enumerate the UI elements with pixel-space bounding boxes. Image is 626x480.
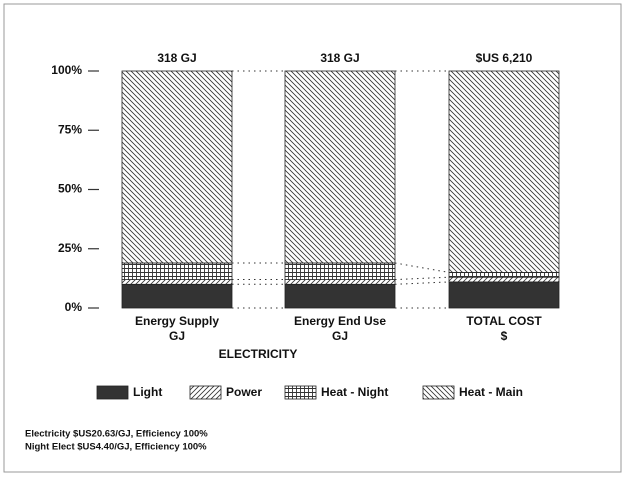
legend-swatch xyxy=(422,385,455,400)
bar-segment xyxy=(448,272,560,278)
legend-label: Heat - Night xyxy=(321,385,388,399)
note: Night Elect $US4.40/GJ, Efficiency 100% xyxy=(25,442,207,453)
x-tick-label: Energy Supply xyxy=(135,314,219,328)
bar-segment xyxy=(284,262,396,280)
bar-label: 318 GJ xyxy=(157,51,196,65)
bar-segment xyxy=(284,283,396,309)
x-axis-label: ELECTRICITY xyxy=(219,347,298,361)
legend-swatch xyxy=(284,385,317,400)
legend-label: Power xyxy=(226,385,262,399)
y-tick-label: 25% xyxy=(58,241,82,255)
frame xyxy=(3,3,622,473)
x-tick-label: TOTAL COST xyxy=(466,314,542,328)
x-tick-label: Energy End Use xyxy=(294,314,386,328)
x-tick-unit: GJ xyxy=(332,329,348,343)
bar-segment xyxy=(121,70,233,264)
legend-swatch xyxy=(189,385,222,400)
y-tick-label: 0% xyxy=(65,300,83,314)
connector xyxy=(394,262,450,273)
y-tick-label: 50% xyxy=(58,182,82,196)
bar-segment xyxy=(448,70,560,273)
bar-segment xyxy=(448,281,560,309)
bar-label: 318 GJ xyxy=(320,51,359,65)
x-tick-unit: GJ xyxy=(169,329,185,343)
y-tick-label: 100% xyxy=(51,63,82,77)
bar-segment xyxy=(121,283,233,309)
bar-label: $US 6,210 xyxy=(476,51,533,65)
y-tick-label: 75% xyxy=(58,122,82,136)
bar-segment xyxy=(121,262,233,280)
note: Electricity $US20.63/GJ, Efficiency 100% xyxy=(25,429,208,440)
legend-label: Light xyxy=(133,385,162,399)
bar-segment xyxy=(284,70,396,264)
bar-segment xyxy=(284,279,396,285)
legend-swatch xyxy=(96,385,129,400)
connector xyxy=(394,281,450,285)
bar-segment xyxy=(121,279,233,285)
connector xyxy=(394,276,450,281)
x-tick-unit: $ xyxy=(501,329,508,343)
legend-label: Heat - Main xyxy=(459,385,523,399)
bar-segment xyxy=(448,276,560,283)
